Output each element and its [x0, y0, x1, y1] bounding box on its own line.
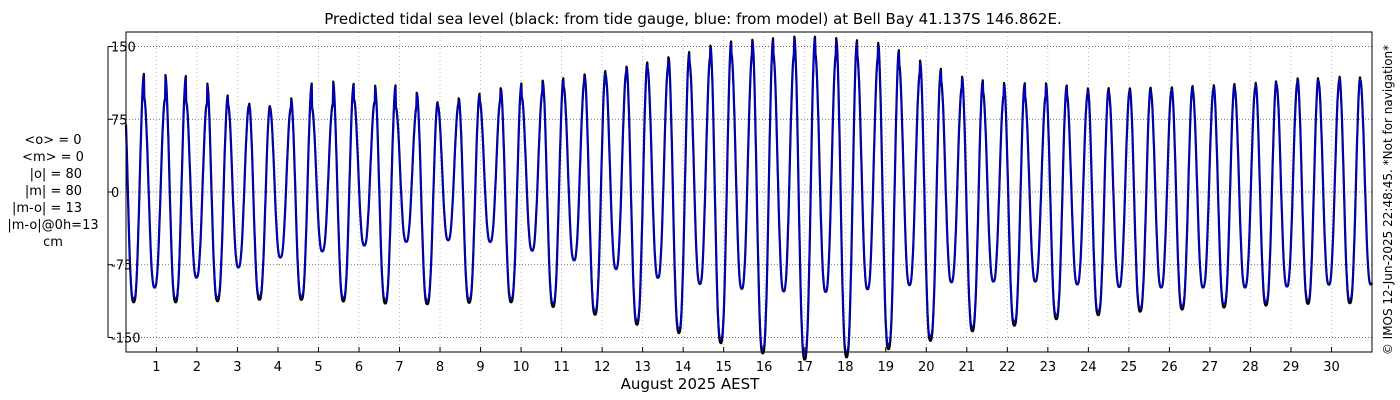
x-tick-label: 11 [553, 360, 570, 375]
gauge-series-line [124, 35, 1374, 361]
x-tick-label: 2 [193, 360, 201, 375]
stat-units: cm [43, 235, 63, 250]
series-layer [124, 35, 1374, 361]
y-tick-label: 150 [111, 41, 136, 56]
x-tick-label: 24 [1080, 360, 1097, 375]
x-tick-label: 20 [918, 360, 935, 375]
stat-model-mean: <m> = 0 [22, 150, 84, 165]
x-tick-label: 3 [233, 360, 241, 375]
x-tick-label: 19 [877, 360, 894, 375]
x-tick-label: 26 [1161, 360, 1178, 375]
x-tick-label: 28 [1242, 360, 1259, 375]
x-tick-label: 21 [959, 360, 976, 375]
x-tick-label: 30 [1323, 360, 1340, 375]
y-tick-label: 0 [111, 186, 119, 201]
x-tick-label: 13 [634, 360, 651, 375]
x-tick-label: 9 [476, 360, 484, 375]
x-tick-label: 4 [274, 360, 282, 375]
x-tick-label: 10 [513, 360, 530, 375]
x-tick-label: 14 [675, 360, 692, 375]
x-tick-label: 23 [1040, 360, 1057, 375]
model-series-line [125, 38, 1373, 356]
x-tick-label: 17 [796, 360, 813, 375]
x-tick-label: 22 [999, 360, 1016, 375]
stats-panel: <o> = 0 <m> = 0 |o| = 80 |m| = 80 |m-o| … [0, 132, 106, 251]
x-axis-label: August 2025 AEST [620, 375, 760, 393]
x-tick-label: 6 [355, 360, 363, 375]
x-tick-label: 12 [594, 360, 611, 375]
plot-frame [125, 31, 1373, 353]
y-tick-label: 75 [111, 113, 128, 128]
x-tick-label: 16 [756, 360, 773, 375]
x-tick-label: 29 [1283, 360, 1300, 375]
y-tick-label: -75 [111, 259, 132, 274]
chart-title: Predicted tidal sea level (black: from t… [324, 10, 1062, 28]
axis-layer: 1 2 3 4 5 6 7 8 9 10 11 12 13 14 15 16 17 18 19 20 21 22 23 24 2… [107, 41, 1340, 375]
x-tick-label: 8 [436, 360, 444, 375]
x-tick-label: 27 [1202, 360, 1219, 375]
x-tick-label: 15 [715, 360, 732, 375]
stat-obs-abs: |o| = 80 [29, 167, 82, 182]
stat-diff-0h: |m-o|@0h=13 [7, 218, 99, 233]
x-tick-label: 7 [395, 360, 403, 375]
stat-diff-abs: |m-o| = 13 [11, 201, 82, 216]
x-tick-label: 18 [837, 360, 854, 375]
x-tick-label: 25 [1121, 360, 1138, 375]
x-tick-label: 5 [314, 360, 322, 375]
stat-model-abs: |m| = 80 [24, 184, 82, 199]
x-tick-label: 1 [152, 360, 160, 375]
credit-text: © IMOS 12-Jun-2025 22:48:45. *Not for na… [1381, 44, 1395, 356]
stat-obs-mean: <o> = 0 [24, 133, 82, 148]
